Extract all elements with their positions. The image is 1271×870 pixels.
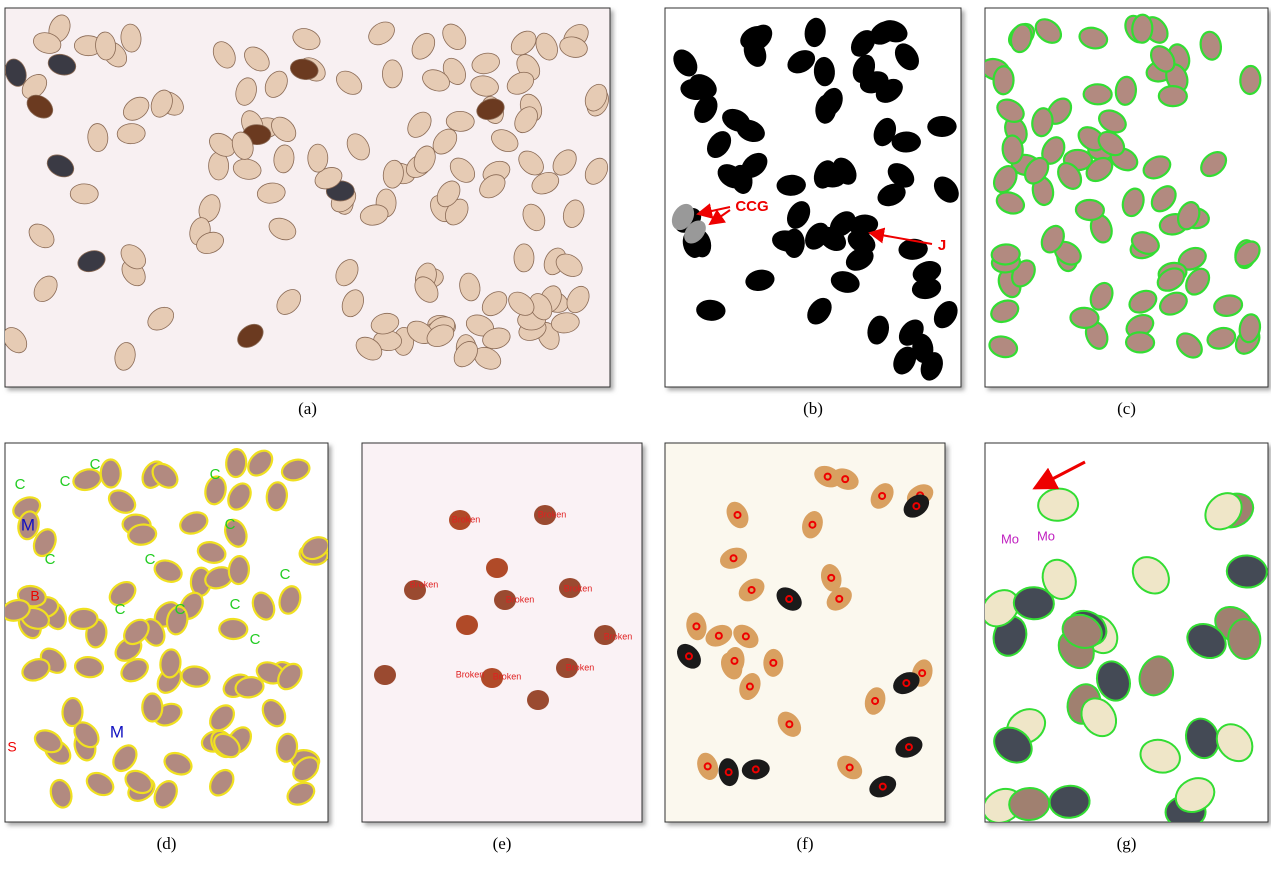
annotation: S (7, 739, 16, 755)
panel-label: (a) (298, 399, 317, 418)
bean (1132, 14, 1153, 43)
bean (100, 459, 120, 487)
annotation: J (938, 237, 946, 254)
bean (225, 448, 247, 477)
annotation: Broken (493, 671, 522, 681)
bean (1126, 332, 1155, 353)
bean (142, 693, 162, 721)
bean (514, 244, 534, 272)
bean (308, 144, 328, 172)
bean (1240, 66, 1261, 95)
annotation: C (90, 456, 101, 473)
seed (1226, 555, 1268, 589)
seed (527, 690, 549, 710)
panel-label: (b) (803, 399, 823, 418)
panel-label: (c) (1117, 399, 1136, 418)
annotation: CCG (735, 198, 768, 215)
panel-label: (f) (797, 834, 814, 853)
bean (1083, 84, 1111, 105)
annotation: Broken (456, 669, 485, 679)
bean (991, 244, 1020, 266)
annotation: Broken (566, 662, 595, 672)
annotation: Mo (1001, 531, 1019, 546)
annotation: Broken (452, 514, 481, 524)
annotation: C (210, 466, 221, 483)
annotation: C (15, 476, 26, 493)
annotation: M (21, 515, 35, 534)
bean (1075, 199, 1104, 220)
annotation: Broken (410, 579, 439, 589)
annotation: C (45, 551, 56, 568)
annotation: Broken (506, 594, 535, 604)
panel-label: (d) (157, 834, 177, 853)
annotation: Broken (604, 631, 633, 641)
bean (1070, 307, 1099, 328)
annotation: Broken (538, 509, 567, 519)
bean (70, 184, 98, 204)
annotation: C (145, 551, 156, 568)
annotation: C (115, 601, 126, 618)
annotation: C (280, 566, 291, 583)
annotation: C (175, 601, 186, 618)
seed (486, 558, 508, 578)
bean (69, 608, 98, 629)
panel-label: (e) (493, 834, 512, 853)
figure: (a) (b) (c) (d) (e) (f) (g) CCG J M B M S C C C C C C C C C C C… (0, 0, 1271, 865)
annotation: M (110, 722, 124, 741)
annotation: C (250, 631, 261, 648)
bean (993, 66, 1014, 95)
annotation: C (230, 596, 241, 613)
bean (382, 60, 402, 88)
seed (456, 615, 478, 635)
annotation: Mo (1037, 528, 1055, 543)
annotation: Broken (564, 583, 593, 593)
seed (374, 665, 396, 685)
bean (1159, 86, 1187, 107)
annotation: C (225, 516, 236, 533)
annotation: B (30, 588, 39, 604)
bean (219, 618, 248, 639)
panel-label: (g) (1117, 834, 1137, 853)
seed (1008, 787, 1050, 821)
annotation: C (60, 473, 71, 490)
